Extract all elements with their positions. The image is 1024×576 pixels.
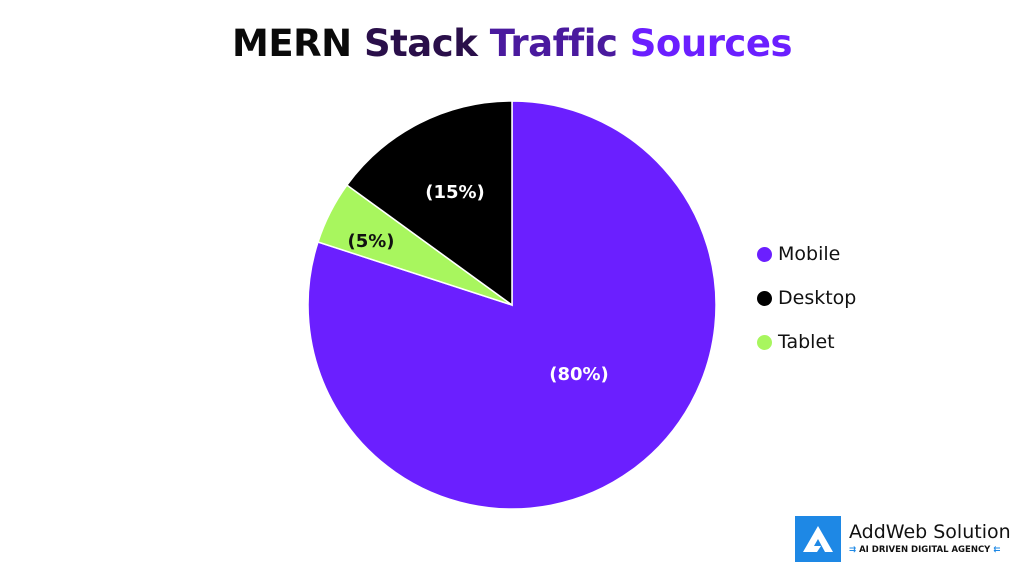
brand-tagline: AI DRIVEN DIGITAL AGENCY [859,545,991,555]
slice-label-tablet: (5%) [347,231,394,252]
brand-watermark: AddWeb Solution ⇉ AI DRIVEN DIGITAL AGEN… [795,516,1011,562]
legend-label: Mobile [778,243,841,265]
chart-legend: Mobile Desktop Tablet [757,232,856,364]
addweb-logo-icon [795,516,841,562]
legend-dot-desktop-icon [757,290,772,306]
title-word-2: Stack [363,22,478,65]
legend-item-tablet[interactable]: Tablet [757,320,856,364]
title-word-1: MERN [232,22,352,65]
legend-label: Desktop [778,287,857,309]
slice-label-mobile: (80%) [549,364,609,385]
brand-tagline-row: ⇉ AI DRIVEN DIGITAL AGENCY ⇇ [849,543,1011,557]
legend-dot-mobile-icon [757,246,772,262]
arrows-right-icon: ⇉ [849,545,857,555]
legend-item-desktop[interactable]: Desktop [757,276,856,320]
legend-label: Tablet [778,331,835,353]
legend-item-mobile[interactable]: Mobile [757,232,856,276]
brand-name: AddWeb Solution [849,521,1011,543]
chart-title: MERN Stack Traffic Sources [0,22,1024,65]
title-word-3: Traffic [489,22,618,65]
legend-dot-tablet-icon [757,334,772,350]
arrows-left-icon: ⇇ [993,545,1001,555]
title-word-4: Sources [629,22,793,65]
slice-label-desktop: (15%) [425,182,485,203]
pie-slice-desktop[interactable] [345,100,513,307]
